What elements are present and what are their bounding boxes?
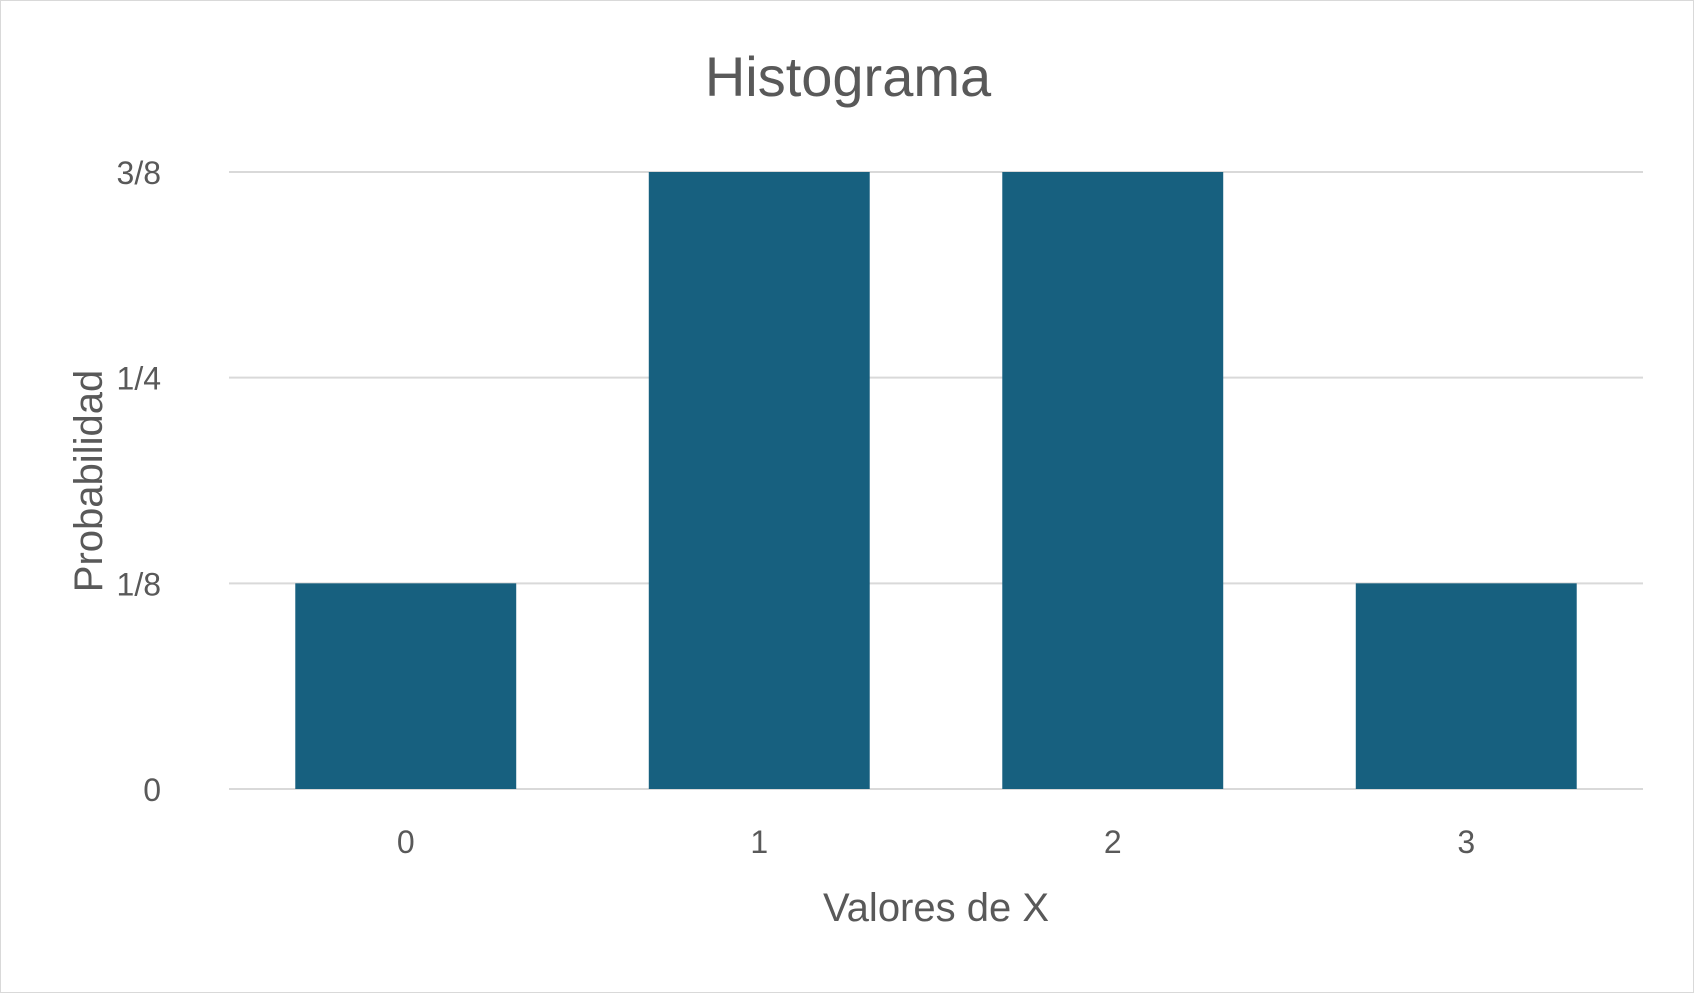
- x-tick-label: 3: [1457, 824, 1475, 860]
- bar-2: [1002, 172, 1224, 789]
- x-tick-label: 1: [750, 824, 768, 860]
- y-tick-label: 1/4: [117, 361, 161, 397]
- x-axis-ticks: 0 1 2 3: [397, 824, 1475, 860]
- y-axis-title: Probabilidad: [67, 370, 111, 592]
- y-tick-label: 3/8: [117, 155, 161, 191]
- chart-title: Histograma: [705, 45, 992, 108]
- x-axis-title: Valores de X: [823, 886, 1049, 930]
- x-tick-label: 0: [397, 824, 415, 860]
- y-axis-ticks: 0 1/8 1/4 3/8: [117, 155, 161, 808]
- bar-3: [1355, 583, 1577, 789]
- bar-1: [648, 172, 870, 789]
- x-tick-label: 2: [1104, 824, 1122, 860]
- bars: [295, 172, 1577, 789]
- bar-0: [295, 583, 517, 789]
- y-tick-label: 0: [143, 772, 161, 808]
- y-tick-label: 1/8: [117, 566, 161, 602]
